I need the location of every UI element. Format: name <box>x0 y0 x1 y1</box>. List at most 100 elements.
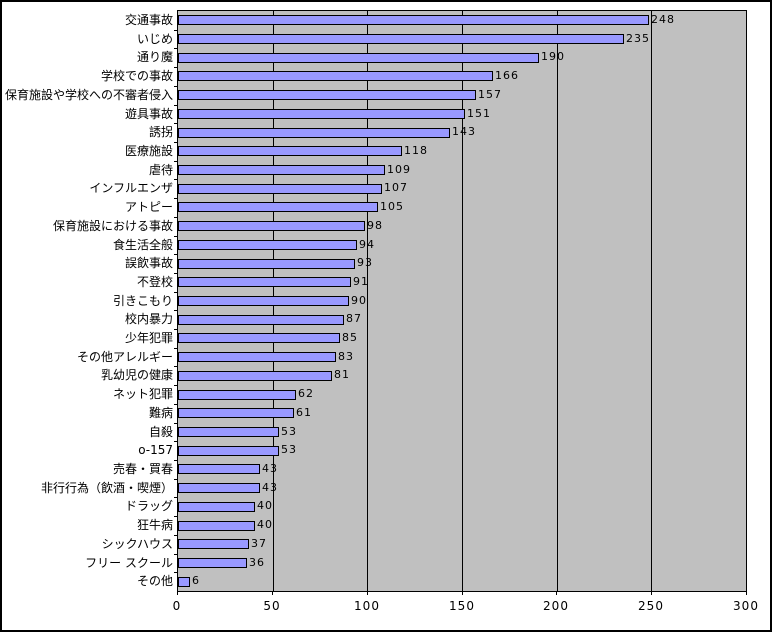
bar <box>178 426 279 437</box>
category-label: インフルエンザ <box>89 181 173 196</box>
value-label: 83 <box>338 349 354 363</box>
value-label: 91 <box>353 274 369 288</box>
category-label: フリー スクール <box>85 555 173 570</box>
bar <box>178 333 340 344</box>
y-axis-tick <box>174 292 177 293</box>
value-label: 235 <box>626 31 650 45</box>
y-axis-tick <box>174 273 177 274</box>
category-label: アトピー <box>124 200 173 215</box>
y-axis-tick <box>174 366 177 367</box>
bar <box>178 352 336 363</box>
value-label: 40 <box>257 499 273 513</box>
bar <box>178 296 349 306</box>
category-label: 狂牛病 <box>136 518 173 533</box>
value-label: 62 <box>298 387 314 401</box>
category-label: 誘拐 <box>148 125 173 140</box>
category-label: 保育施設における事故 <box>52 218 173 233</box>
category-label: ドラッグ <box>124 499 173 514</box>
value-label: 40 <box>257 518 273 532</box>
y-axis-tick <box>174 404 177 405</box>
y-axis-tick <box>174 423 177 424</box>
bar <box>178 239 357 250</box>
category-label: 遊具事故 <box>124 106 173 121</box>
y-axis-tick <box>174 554 177 555</box>
gridline <box>462 11 463 591</box>
bar <box>178 258 355 269</box>
y-axis-tick <box>174 86 177 87</box>
y-axis-tick <box>174 48 177 49</box>
bar <box>178 165 385 176</box>
bar <box>178 483 260 494</box>
value-label: 190 <box>541 50 565 64</box>
category-label: 非行行為（飲酒・喫煙） <box>40 480 173 495</box>
value-label: 93 <box>357 256 373 270</box>
value-label: 37 <box>251 536 267 550</box>
value-label: 107 <box>384 181 408 195</box>
category-label: その他 <box>136 574 173 589</box>
y-axis-tick <box>174 161 177 162</box>
y-axis-tick <box>174 535 177 536</box>
x-axis-tick-label: 250 <box>638 599 664 613</box>
y-axis-tick <box>174 67 177 68</box>
x-axis-tick-label: 100 <box>354 599 380 613</box>
category-label: ネット犯罪 <box>112 387 173 402</box>
bar <box>178 202 378 213</box>
category-label: 医療施設 <box>124 143 173 158</box>
category-label: 虐待 <box>148 162 173 177</box>
value-label: 36 <box>249 555 265 569</box>
value-label: 105 <box>380 200 404 214</box>
category-label: 自殺 <box>148 424 173 439</box>
bar <box>178 221 365 232</box>
bar <box>178 576 190 587</box>
y-axis-tick <box>174 348 177 349</box>
bar <box>178 183 382 194</box>
category-label: 少年犯罪 <box>124 331 173 346</box>
value-label: 6 <box>192 574 200 588</box>
bar <box>178 108 465 119</box>
bar <box>178 389 296 400</box>
y-axis-tick <box>174 142 177 143</box>
x-axis-tick-label: 50 <box>263 599 281 613</box>
value-label: 43 <box>262 462 278 476</box>
y-axis-tick <box>174 479 177 480</box>
category-label: シックハウス <box>101 536 173 551</box>
gridline <box>557 11 558 591</box>
y-axis-tick <box>174 254 177 255</box>
category-label: o-157 <box>138 443 173 458</box>
category-label: 学校での事故 <box>100 69 173 84</box>
bar <box>178 15 649 26</box>
x-axis-tick-label: 300 <box>733 599 759 613</box>
category-label: 校内暴力 <box>124 312 173 327</box>
x-axis-tick <box>177 592 178 595</box>
bar <box>178 277 351 288</box>
x-axis-tick-label: 150 <box>449 599 475 613</box>
value-label: 166 <box>495 69 519 83</box>
value-label: 143 <box>452 125 476 139</box>
y-axis-tick <box>174 516 177 517</box>
y-axis-tick <box>174 217 177 218</box>
x-axis-tick-label: 200 <box>543 599 569 613</box>
bar <box>178 501 255 512</box>
y-axis-tick <box>174 30 177 31</box>
x-axis-tick-label: 0 <box>172 599 182 613</box>
value-label: 94 <box>359 237 375 251</box>
bar <box>178 445 279 456</box>
x-axis-tick <box>462 592 463 595</box>
category-label: 通り魔 <box>136 50 173 65</box>
category-label: 難病 <box>148 405 173 420</box>
y-axis-tick <box>174 460 177 461</box>
value-label: 118 <box>404 143 428 157</box>
y-axis-tick <box>174 497 177 498</box>
value-label: 151 <box>467 106 491 120</box>
category-label: その他アレルギー <box>76 349 173 364</box>
category-label: 不登校 <box>136 274 173 289</box>
x-axis-tick <box>651 592 652 595</box>
value-label: 53 <box>281 443 297 457</box>
value-label: 248 <box>651 13 675 26</box>
category-label: 誤飲事故 <box>124 256 173 271</box>
category-label: 引きこもり <box>112 293 173 308</box>
y-axis-tick <box>174 385 177 386</box>
bar <box>178 52 539 63</box>
y-axis-tick <box>174 198 177 199</box>
